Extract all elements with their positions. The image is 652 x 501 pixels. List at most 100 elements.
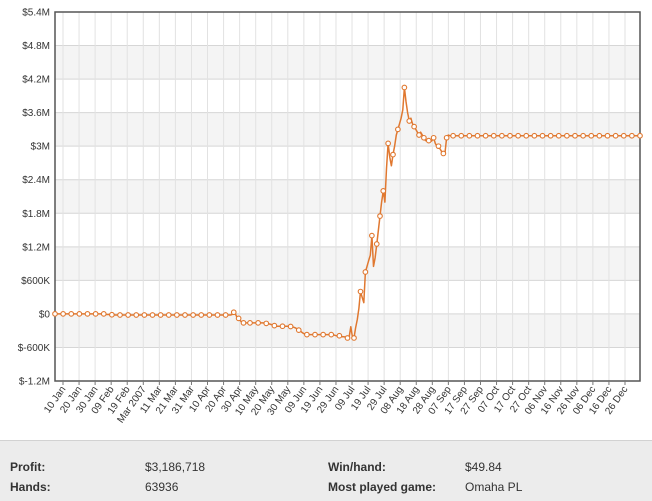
chart-band <box>55 146 640 180</box>
y-tick-label: $5.4M <box>22 8 50 19</box>
y-tick-label: $4.8M <box>22 41 50 52</box>
data-point <box>435 143 442 150</box>
data-point <box>430 134 437 141</box>
data-point <box>406 118 413 124</box>
winhand-value: $49.84 <box>465 460 502 474</box>
data-point <box>247 320 253 326</box>
data-point <box>328 331 335 338</box>
data-point <box>174 312 180 318</box>
chart-background-bands <box>55 12 640 381</box>
data-point <box>357 288 364 295</box>
data-point <box>92 311 99 317</box>
data-point <box>117 312 123 318</box>
data-point <box>588 132 595 139</box>
data-point <box>125 312 131 318</box>
data-point <box>440 150 447 157</box>
data-point <box>411 123 417 130</box>
profit-value: $3,186,718 <box>145 460 206 474</box>
data-point <box>344 335 351 341</box>
data-point <box>629 132 635 139</box>
chart-band <box>55 12 640 46</box>
data-point <box>443 134 450 141</box>
data-point <box>596 132 603 139</box>
y-tick-label: $-600K <box>18 343 51 354</box>
data-point <box>425 137 432 144</box>
data-point <box>369 232 375 239</box>
data-point <box>336 332 343 339</box>
y-tick-label: $-1.2M <box>19 377 50 388</box>
data-point <box>235 315 242 322</box>
data-point <box>564 132 570 139</box>
data-point <box>60 311 66 317</box>
data-point <box>531 132 538 139</box>
y-tick-label: $0 <box>39 309 51 320</box>
most-played-game-value: Omaha PL <box>465 480 523 494</box>
data-point <box>390 151 396 158</box>
most-played-game-label: Most played game: <box>328 480 437 494</box>
data-point <box>279 323 286 330</box>
data-point <box>515 132 521 139</box>
data-point <box>214 312 221 318</box>
data-point <box>149 312 156 318</box>
data-point <box>401 84 408 91</box>
data-point <box>157 312 164 318</box>
data-point <box>380 188 387 194</box>
hands-value: 63936 <box>145 480 179 494</box>
profit-label: Profit: <box>10 460 46 474</box>
data-point <box>190 312 196 318</box>
winhand-label: Win/hand: <box>328 460 386 474</box>
data-point <box>320 331 326 338</box>
data-point <box>474 132 481 139</box>
chart-band <box>55 213 640 247</box>
data-point <box>84 311 91 317</box>
data-point <box>263 320 270 327</box>
y-axis: $-1.2M $-600K $0 $600K $1.2M $1.8M $2.4M $3M $3.… <box>18 8 51 388</box>
data-point <box>222 312 229 318</box>
data-point <box>76 311 83 317</box>
data-point <box>206 312 213 318</box>
data-point <box>304 331 310 338</box>
data-point <box>466 132 473 139</box>
data-point <box>255 320 261 326</box>
data-point <box>580 132 586 139</box>
profit-chart: $-1.2M $-600K $0 $600K $1.2M $1.8M $2.4M $3M $3.… <box>18 8 643 425</box>
data-point <box>133 312 140 318</box>
data-point <box>458 132 465 139</box>
stats-panel: Profit: $3,186,718 Hands: 63936 Win/hand… <box>0 440 652 501</box>
hands-label: Hands: <box>10 480 51 494</box>
y-tick-label: $2.4M <box>22 175 50 186</box>
chart-band <box>55 313 640 348</box>
data-point <box>547 132 554 139</box>
data-point <box>362 269 369 275</box>
chart-series <box>52 84 643 341</box>
data-point <box>373 241 380 247</box>
data-point <box>295 327 302 333</box>
data-point <box>240 320 247 326</box>
data-point <box>230 309 237 316</box>
data-point <box>198 312 205 318</box>
data-point <box>507 132 513 139</box>
data-point <box>312 331 318 338</box>
data-point <box>499 132 505 139</box>
chart-band <box>55 280 640 314</box>
data-point <box>271 322 278 329</box>
profit-chart-svg: $-1.2M $-600K $0 $600K $1.2M $1.8M $2.4M $3M $3.… <box>18 8 643 425</box>
y-tick-label: $1.2M <box>22 242 50 253</box>
data-point <box>182 312 188 318</box>
chart-band <box>55 347 640 381</box>
data-point <box>637 132 643 139</box>
data-point <box>100 311 107 317</box>
chart-band <box>55 79 640 113</box>
y-tick-label: $1.8M <box>22 209 50 220</box>
data-point <box>450 132 456 139</box>
data-point <box>612 132 619 139</box>
data-point <box>604 132 611 139</box>
data-point <box>52 311 58 317</box>
data-point <box>572 132 578 139</box>
data-point <box>395 126 401 133</box>
y-tick-label: $600K <box>21 276 50 287</box>
chart-band <box>55 179 640 214</box>
data-point <box>377 213 383 219</box>
data-point <box>490 132 497 139</box>
